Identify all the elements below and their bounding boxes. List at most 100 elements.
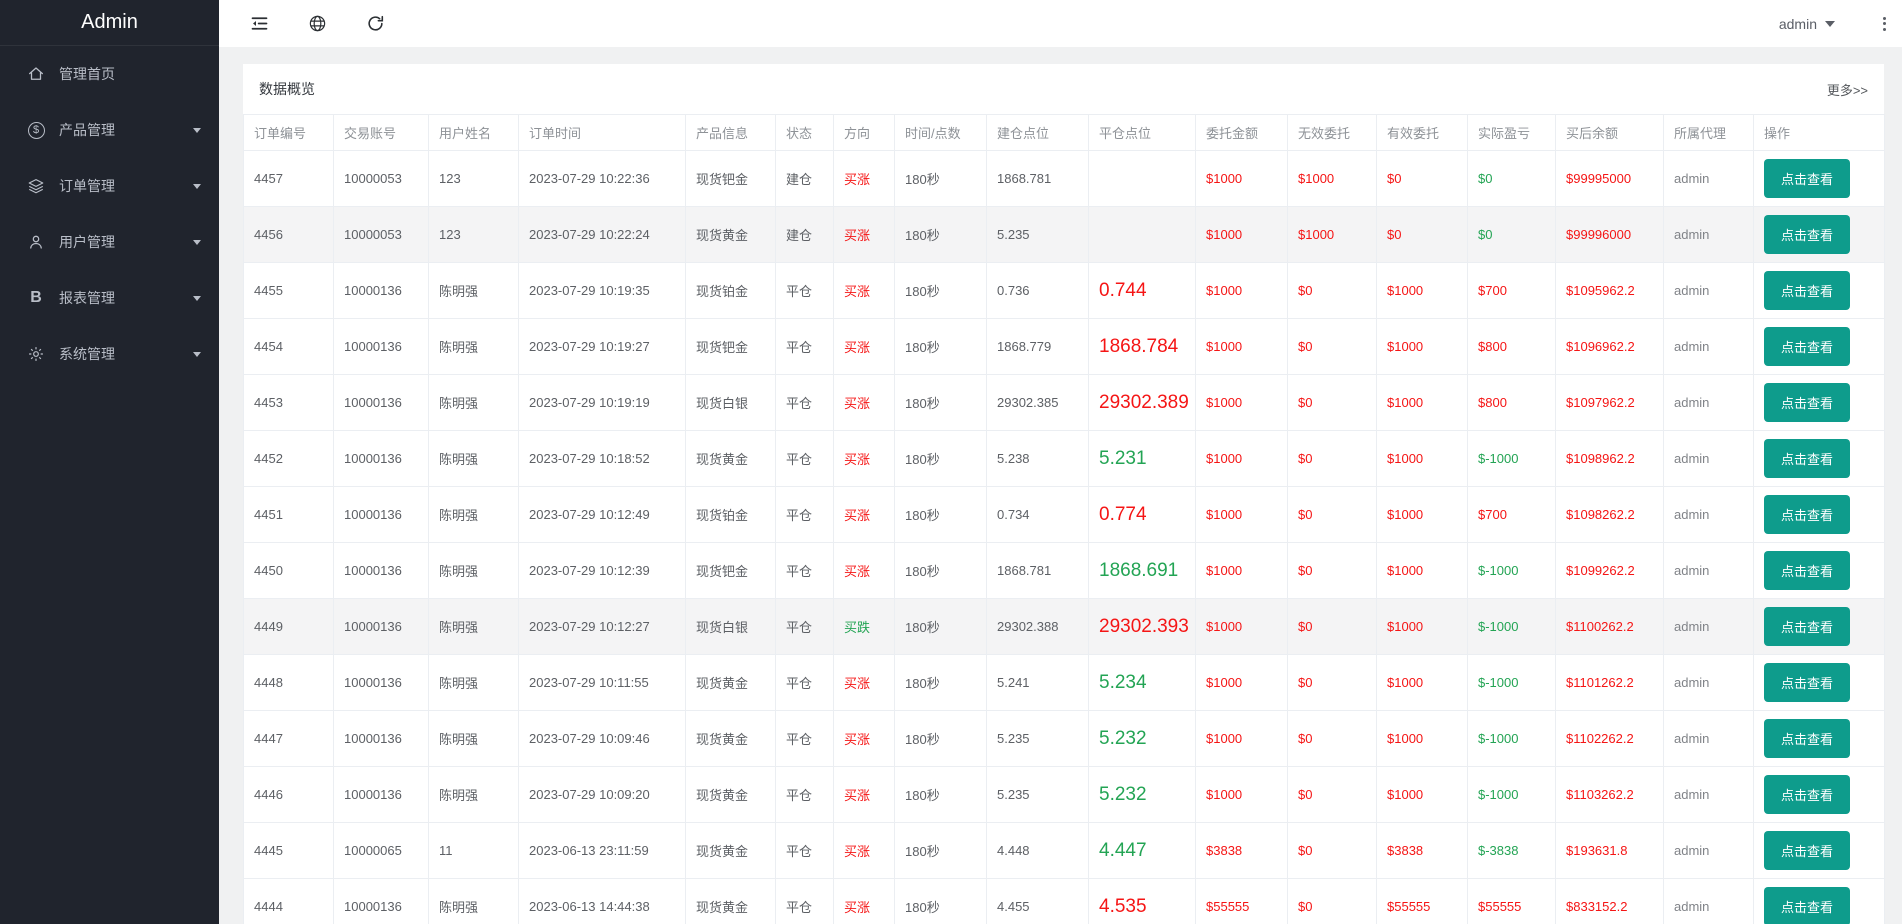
gear-icon — [26, 344, 46, 364]
column-header: 方向 — [833, 114, 895, 151]
cell-name: 陈明强 — [428, 542, 519, 599]
cell-invalid: $0 — [1287, 374, 1377, 431]
view-order-button[interactable]: 点击查看 — [1764, 887, 1851, 924]
cell-balance: $1097962.2 — [1555, 374, 1664, 431]
table-row: 4449 10000136 陈明强 2023-07-29 10:12:27 现货白银 平仓… — [243, 598, 1885, 655]
cell-valid: $1000 — [1376, 542, 1468, 599]
column-header: 状态 — [775, 114, 834, 151]
cell-valid: $1000 — [1376, 710, 1468, 767]
cell-account: 10000136 — [333, 710, 429, 767]
cell-name: 陈明强 — [428, 374, 519, 431]
view-order-button[interactable]: 点击查看 — [1764, 327, 1851, 366]
view-order-button[interactable]: 点击查看 — [1764, 271, 1851, 310]
view-order-button[interactable]: 点击查看 — [1764, 439, 1851, 478]
cell-profit: $-1000 — [1467, 430, 1556, 487]
more-menu-button[interactable] — [1877, 15, 1892, 33]
cell-name: 陈明强 — [428, 486, 519, 543]
view-order-button[interactable]: 点击查看 — [1764, 215, 1851, 254]
cell-close — [1088, 150, 1196, 207]
topbar: admin — [219, 0, 1902, 47]
cell-invalid: $1000 — [1287, 150, 1377, 207]
cell-profit: $-1000 — [1467, 766, 1556, 823]
cell-status: 平仓 — [775, 766, 834, 823]
cell-valid: $1000 — [1376, 374, 1468, 431]
cell-product: 现货黄金 — [685, 710, 776, 767]
view-order-button[interactable]: 点击查看 — [1764, 775, 1851, 814]
cell-balance: $1101262.2 — [1555, 654, 1664, 711]
cell-account: 10000136 — [333, 542, 429, 599]
cell-profit: $-1000 — [1467, 710, 1556, 767]
cell-id: 4456 — [243, 206, 334, 263]
view-order-button[interactable]: 点击查看 — [1764, 719, 1851, 758]
refresh-icon — [367, 15, 383, 31]
cell-open: 5.235 — [986, 766, 1089, 823]
sidebar-item-reports[interactable]: B 报表管理 — [0, 270, 219, 326]
cell-action: 点击查看 — [1753, 654, 1885, 711]
cell-entrust: $1000 — [1195, 486, 1288, 543]
cell-product: 现货黄金 — [685, 822, 776, 879]
cell-direction: 买涨 — [833, 654, 895, 711]
cell-balance: $1103262.2 — [1555, 766, 1664, 823]
sidebar-item-label: 用户管理 — [59, 234, 115, 250]
cell-account: 10000053 — [333, 206, 429, 263]
cell-balance: $1100262.2 — [1555, 598, 1664, 655]
view-order-button[interactable]: 点击查看 — [1764, 495, 1851, 534]
cell-open: 4.448 — [986, 822, 1089, 879]
cell-entrust: $1000 — [1195, 262, 1288, 319]
cell-name: 陈明强 — [428, 710, 519, 767]
view-order-button[interactable]: 点击查看 — [1764, 831, 1851, 870]
user-dropdown[interactable]: admin — [1779, 16, 1835, 32]
sidebar-item-users[interactable]: 用户管理 — [0, 214, 219, 270]
table-row: 4451 10000136 陈明强 2023-07-29 10:12:49 现货铂金 平仓… — [243, 486, 1885, 543]
cell-balance: $193631.8 — [1555, 822, 1664, 879]
refresh-button[interactable] — [364, 13, 386, 35]
sidebar-item-orders[interactable]: 订单管理 — [0, 158, 219, 214]
sidebar-item-products[interactable]: $ 产品管理 — [0, 102, 219, 158]
view-order-button[interactable]: 点击查看 — [1764, 159, 1851, 198]
cell-close: 5.232 — [1088, 766, 1196, 823]
column-header: 所属代理 — [1663, 114, 1754, 151]
cell-agent: admin — [1663, 878, 1754, 924]
sidebar-item-system[interactable]: 系统管理 — [0, 326, 219, 382]
view-order-button[interactable]: 点击查看 — [1764, 607, 1851, 646]
cell-time: 2023-06-13 23:11:59 — [518, 822, 686, 879]
cell-close: 0.744 — [1088, 262, 1196, 319]
cell-product: 现货钯金 — [685, 150, 776, 207]
view-order-button[interactable]: 点击查看 — [1764, 551, 1851, 590]
collapse-sidebar-button[interactable] — [248, 13, 270, 35]
column-header: 时间/点数 — [894, 114, 987, 151]
cell-entrust: $1000 — [1195, 766, 1288, 823]
column-header: 实际盈亏 — [1467, 114, 1556, 151]
cell-account: 10000136 — [333, 430, 429, 487]
cell-duration: 180秒 — [894, 542, 987, 599]
cell-action: 点击查看 — [1753, 710, 1885, 767]
cell-product: 现货铂金 — [685, 486, 776, 543]
cell-open: 0.734 — [986, 486, 1089, 543]
cell-open: 29302.388 — [986, 598, 1089, 655]
table-row: 4457 10000053 123 2023-07-29 10:22:36 现货钯金 建仓… — [243, 150, 1885, 207]
cell-status: 平仓 — [775, 374, 834, 431]
sidebar: Admin 管理首页 $ 产品管理 订单管理 用户管理 — [0, 0, 219, 924]
cell-invalid: $0 — [1287, 430, 1377, 487]
user-icon — [26, 232, 46, 252]
page-title: 数据概览 — [259, 81, 315, 97]
sidebar-item-label: 管理首页 — [59, 66, 115, 82]
cell-id: 4447 — [243, 710, 334, 767]
sidebar-item-home[interactable]: 管理首页 — [0, 46, 219, 102]
cell-entrust: $1000 — [1195, 318, 1288, 375]
cell-entrust: $1000 — [1195, 150, 1288, 207]
language-globe-button[interactable] — [306, 13, 328, 35]
cell-product: 现货黄金 — [685, 206, 776, 263]
cell-valid: $3838 — [1376, 822, 1468, 879]
column-header: 订单编号 — [243, 114, 334, 151]
cell-profit: $-1000 — [1467, 542, 1556, 599]
view-order-button[interactable]: 点击查看 — [1764, 383, 1851, 422]
more-link[interactable]: 更多>> — [1826, 82, 1868, 98]
cell-entrust: $1000 — [1195, 430, 1288, 487]
view-order-button[interactable]: 点击查看 — [1764, 663, 1851, 702]
cell-time: 2023-07-29 10:11:55 — [518, 654, 686, 711]
cell-id: 4451 — [243, 486, 334, 543]
cell-product: 现货黄金 — [685, 654, 776, 711]
cell-close: 5.234 — [1088, 654, 1196, 711]
cell-action: 点击查看 — [1753, 318, 1885, 375]
